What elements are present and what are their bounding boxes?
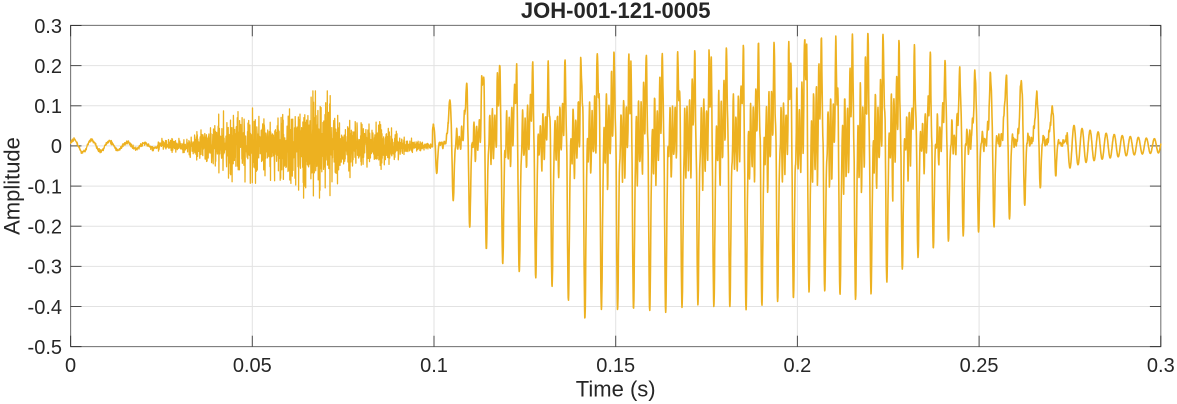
svg-text:0: 0	[65, 355, 76, 377]
svg-text:0.2: 0.2	[34, 56, 62, 78]
svg-text:-0.2: -0.2	[28, 217, 62, 239]
svg-text:0.3: 0.3	[34, 16, 62, 38]
svg-text:Time (s): Time (s)	[576, 377, 656, 402]
svg-text:0.15: 0.15	[596, 355, 635, 377]
svg-text:0.25: 0.25	[960, 355, 999, 377]
svg-text:-0.1: -0.1	[28, 176, 62, 198]
svg-text:0.1: 0.1	[34, 96, 62, 118]
svg-text:0.2: 0.2	[783, 355, 811, 377]
svg-text:0: 0	[51, 136, 62, 158]
svg-text:-0.5: -0.5	[28, 337, 62, 359]
svg-text:JOH-001-121-0005: JOH-001-121-0005	[521, 0, 711, 23]
svg-text:0.3: 0.3	[1147, 355, 1175, 377]
svg-text:Amplitude: Amplitude	[0, 137, 25, 235]
svg-text:-0.4: -0.4	[28, 297, 62, 319]
svg-text:0.05: 0.05	[233, 355, 272, 377]
svg-text:0.1: 0.1	[420, 355, 448, 377]
svg-text:-0.3: -0.3	[28, 257, 62, 279]
